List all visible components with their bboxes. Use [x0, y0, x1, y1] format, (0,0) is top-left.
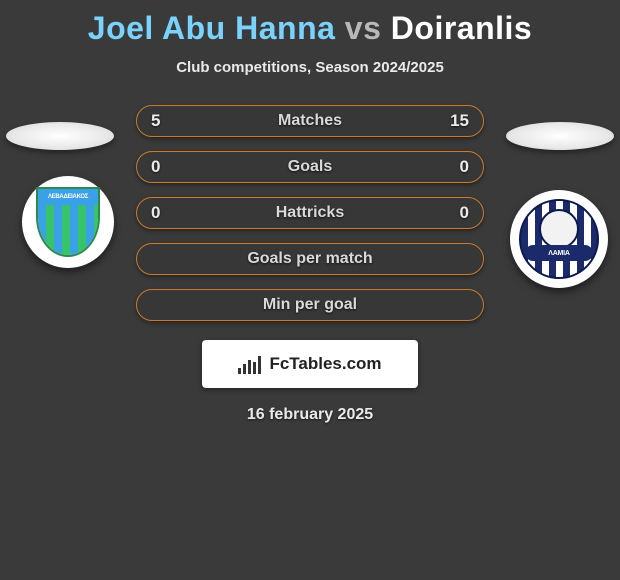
stat-pill-goals: 0 Goals 0 [136, 151, 484, 183]
stat-row: 5 Matches 15 [0, 98, 620, 144]
stat-pill-gpm: Goals per match [136, 243, 484, 275]
date-text: 16 february 2025 [0, 406, 620, 424]
stat-pill-hattricks: 0 Hattricks 0 [136, 197, 484, 229]
stat-row: Goals per match [0, 236, 620, 282]
stat-row: Min per goal [0, 282, 620, 328]
player2-name: Doiranlis [391, 10, 532, 46]
stat-row: 0 Goals 0 [0, 144, 620, 190]
comparison-title: Joel Abu Hanna vs Doiranlis [0, 0, 620, 47]
stat-right-value: 0 [460, 203, 469, 223]
subtitle: Club competitions, Season 2024/2025 [0, 59, 620, 76]
player1-name: Joel Abu Hanna [88, 10, 336, 46]
stat-label: Min per goal [263, 296, 357, 314]
stat-label: Matches [278, 112, 342, 130]
stat-left-value: 5 [151, 111, 160, 131]
stat-left-value: 0 [151, 203, 160, 223]
brand-text: FcTables.com [269, 354, 381, 374]
stat-right-value: 0 [460, 157, 469, 177]
stat-label: Hattricks [276, 204, 344, 222]
brand-box[interactable]: FcTables.com [202, 340, 418, 388]
vs-text: vs [345, 10, 382, 46]
stat-left-value: 0 [151, 157, 160, 177]
stat-label: Goals per match [247, 250, 372, 268]
stats-rows: 5 Matches 15 0 Goals 0 0 Hattricks 0 Goa… [0, 98, 620, 328]
bar-chart-icon [238, 354, 261, 374]
stat-pill-mpg: Min per goal [136, 289, 484, 321]
stat-row: 0 Hattricks 0 [0, 190, 620, 236]
stat-label: Goals [288, 158, 332, 176]
stat-pill-matches: 5 Matches 15 [136, 105, 484, 137]
stat-right-value: 15 [450, 111, 469, 131]
